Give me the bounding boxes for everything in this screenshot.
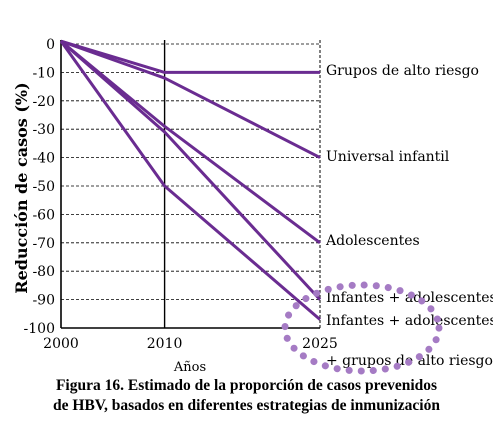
series-labels: Grupos de alto riesgo Universal infantil A… [325, 63, 493, 369]
series-line [60, 39, 320, 74]
x-axis-title: Años [173, 360, 206, 375]
y-tick-label: -90 [32, 293, 55, 309]
y-tick-label: -10 [32, 65, 55, 81]
series-label: Adolescentes [325, 233, 420, 249]
figure-caption: Figura 16. Estimado de la proporción de … [0, 376, 493, 416]
y-tick-label: -80 [32, 264, 55, 280]
y-tick-label: -30 [32, 122, 55, 138]
caption-line-1: Figura 16. Estimado de la proporción de … [55, 377, 438, 394]
series-line [60, 40, 322, 301]
y-tick-label: -20 [32, 94, 55, 110]
y-axis-title: Reducción de casos (%) [12, 82, 31, 293]
series-label: Grupos de alto riesgo [326, 63, 479, 79]
x-tick-labels: 2000 2010 2025 [43, 336, 338, 352]
series-label: Infantes + adolescentes [326, 290, 493, 306]
caption-line-2: de HBV, basados en diferentes estrategia… [53, 397, 440, 414]
grid-lines [61, 43, 320, 301]
y-tick-label: -40 [32, 151, 55, 167]
series-label: Infantes + adolescentes [326, 313, 493, 329]
x-tick-label: 2025 [302, 336, 338, 352]
highlight-dotted-ellipse [281, 281, 443, 375]
y-tick-labels: 0 -10 -20 -30 -40 -50 -60 -70 -80 -90 -100 [24, 37, 55, 337]
line-chart: 0 -10 -20 -30 -40 -50 -60 -70 -80 -90 -100 2000 201… [12, 37, 493, 375]
series-label: Universal infantil [326, 149, 450, 165]
y-tick-label: 0 [46, 37, 55, 53]
y-tick-label: -60 [32, 207, 55, 223]
y-tick-label: -100 [24, 321, 55, 337]
x-tick-label: 2010 [147, 336, 183, 352]
series-line [60, 39, 321, 159]
x-tick-label: 2000 [43, 336, 79, 352]
series-lines [59, 39, 322, 321]
y-tick-label: -50 [32, 179, 55, 195]
y-tick-label: -70 [32, 236, 55, 252]
series-line [59, 40, 321, 321]
